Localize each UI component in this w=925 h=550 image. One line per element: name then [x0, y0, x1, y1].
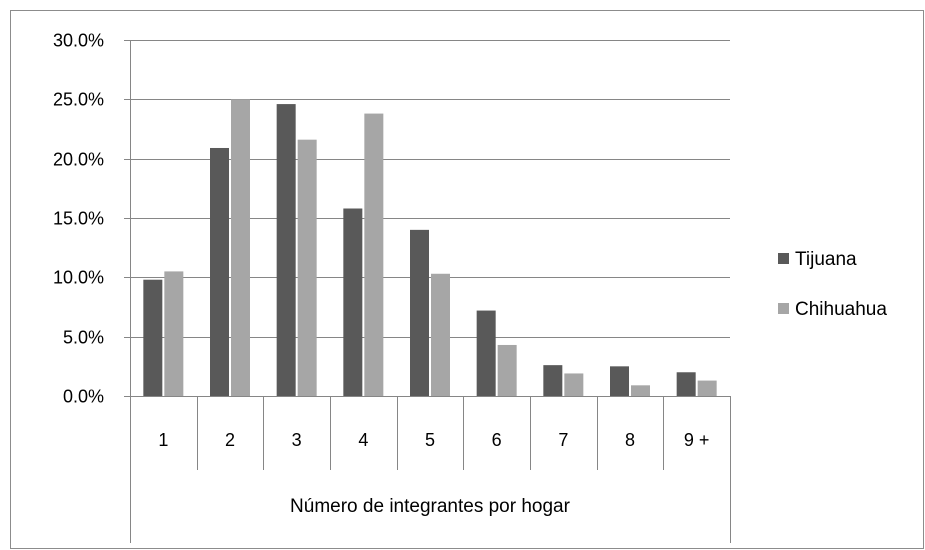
bar-tijuana-9: [676, 372, 696, 396]
y-tick-label: 20.0%: [53, 150, 104, 170]
chart-border: [10, 10, 924, 549]
legend-swatch-tijuana: [778, 253, 789, 264]
category-label: 2: [225, 430, 235, 450]
x-axis-title: Número de integrantes por hogar: [290, 496, 571, 517]
bar-chihuahua-6: [497, 344, 517, 396]
bar-tijuana-2: [210, 147, 229, 396]
y-tick-label: 10.0%: [53, 268, 104, 288]
bar-tijuana-1: [143, 279, 163, 396]
legend: Tijuana Chihuahua: [778, 249, 887, 320]
y-tick-label: 15.0%: [53, 209, 104, 229]
category-label: 7: [558, 430, 568, 450]
bar-chihuahua-8: [631, 385, 650, 396]
category-label: 8: [625, 430, 635, 450]
category-label: 6: [492, 430, 502, 450]
y-tick-label: 5.0%: [63, 328, 104, 348]
bar-chihuahua-9: [697, 380, 717, 396]
bar-chihuahua-3: [297, 139, 317, 396]
y-axis-tick-labels: 0.0% 5.0% 10.0% 15.0% 20.0% 25.0% 30.0%: [53, 31, 104, 407]
y-tick-label: 30.0%: [53, 31, 104, 51]
bars: [143, 99, 717, 396]
bar-chihuahua-5: [431, 273, 450, 396]
bar-tijuana-5: [410, 229, 429, 396]
y-tick-label: 0.0%: [63, 387, 104, 407]
category-label: 9 +: [684, 430, 710, 450]
bar-tijuana-7: [543, 365, 563, 396]
x-axis: 1 2 3 4 5 6 7 8 9 +: [158, 396, 731, 543]
bar-tijuana-3: [276, 104, 296, 396]
bar-chihuahua-1: [164, 271, 184, 396]
legend-label-chihuahua: Chihuahua: [795, 299, 887, 320]
category-label: 5: [425, 430, 435, 450]
bar-chihuahua-7: [564, 373, 584, 396]
category-label: 3: [292, 430, 302, 450]
legend-label-tijuana: Tijuana: [795, 249, 857, 270]
bar-tijuana-4: [343, 208, 363, 396]
y-tick-label: 25.0%: [53, 90, 104, 110]
legend-swatch-chihuahua: [778, 303, 789, 314]
bar-chihuahua-4: [364, 113, 384, 396]
bar-tijuana-8: [610, 366, 629, 396]
category-label: 1: [158, 430, 168, 450]
bar-chihuahua-2: [231, 99, 250, 396]
bar-tijuana-6: [476, 310, 496, 396]
category-label: 4: [358, 430, 368, 450]
